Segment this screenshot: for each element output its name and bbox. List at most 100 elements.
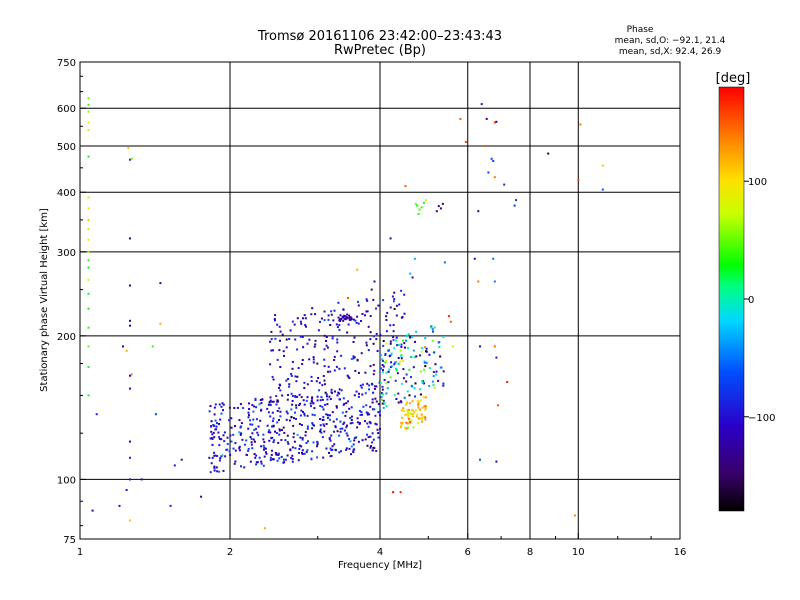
data-point: [442, 382, 445, 385]
data-point: [398, 303, 401, 306]
data-point: [407, 410, 410, 413]
data-point: [424, 409, 427, 411]
data-point: [364, 438, 367, 441]
data-point: [402, 377, 405, 380]
data-point: [333, 309, 336, 312]
data-point: [405, 380, 408, 383]
data-point: [278, 428, 281, 431]
data-point: [233, 407, 236, 409]
data-point: [267, 431, 270, 434]
data-point: [367, 349, 370, 352]
data-point: [397, 392, 400, 395]
data-point: [245, 454, 248, 456]
data-point: [270, 330, 273, 333]
data-point: [342, 403, 345, 406]
data-point: [439, 355, 442, 358]
data-point: [344, 315, 347, 318]
phase-stats-heading: Phase: [627, 25, 654, 35]
data-point: [294, 395, 297, 398]
data-point: [399, 491, 402, 494]
data-point: [417, 213, 420, 215]
data-point: [272, 349, 274, 352]
data-point: [336, 338, 339, 341]
data-point: [513, 204, 516, 207]
data-point: [248, 402, 250, 405]
data-point: [422, 201, 425, 204]
data-points: [87, 97, 604, 530]
data-point: [277, 452, 280, 455]
data-point: [312, 356, 315, 359]
data-point: [324, 383, 326, 386]
data-point: [238, 449, 241, 452]
data-point: [331, 335, 334, 338]
data-point: [352, 451, 355, 453]
data-point: [316, 395, 319, 398]
data-point: [213, 469, 216, 472]
data-point: [290, 416, 293, 419]
data-point: [214, 403, 217, 406]
data-point: [367, 325, 370, 328]
data-point: [300, 396, 303, 399]
data-point: [224, 455, 227, 458]
data-point: [211, 433, 214, 436]
data-point: [348, 377, 351, 379]
data-point: [396, 372, 399, 375]
data-point: [422, 380, 425, 383]
data-point: [258, 403, 261, 406]
data-point: [415, 355, 418, 358]
data-point: [379, 414, 381, 417]
data-point: [222, 434, 225, 437]
data-point: [323, 365, 326, 368]
data-point: [321, 419, 324, 421]
data-point: [298, 452, 300, 454]
data-point: [274, 451, 277, 454]
data-point: [295, 406, 298, 409]
data-point: [477, 280, 480, 283]
data-point: [377, 432, 380, 435]
data-point: [402, 339, 405, 342]
x-axis-ticks: 1 2 4 6 8 10 16: [77, 533, 686, 558]
data-point: [382, 406, 385, 409]
x-tick-label: 2: [227, 547, 233, 558]
data-point: [218, 459, 221, 462]
data-point: [312, 441, 315, 444]
data-point: [249, 460, 252, 463]
data-point: [228, 450, 231, 453]
data-point: [388, 368, 391, 371]
data-point: [424, 337, 427, 340]
data-point: [254, 399, 257, 401]
data-point: [209, 405, 212, 407]
data-point: [306, 383, 309, 386]
data-point: [278, 349, 281, 352]
data-point: [289, 329, 292, 332]
data-point: [412, 349, 415, 352]
data-point: [302, 346, 305, 349]
data-point: [329, 398, 332, 400]
data-point: [169, 504, 172, 507]
data-point: [331, 337, 334, 340]
data-point: [337, 391, 340, 394]
data-point: [285, 418, 288, 421]
data-point: [422, 415, 425, 418]
data-point: [180, 458, 183, 461]
data-point: [325, 413, 328, 416]
data-point: [320, 431, 323, 434]
data-point: [226, 436, 229, 439]
data-point: [316, 445, 318, 448]
data-point: [337, 301, 340, 304]
data-point: [257, 434, 260, 437]
data-point: [296, 317, 299, 320]
data-point: [451, 345, 454, 348]
data-point: [405, 427, 408, 430]
data-point: [430, 326, 433, 329]
data-point: [406, 401, 408, 404]
data-point: [228, 419, 231, 422]
data-point: [389, 342, 392, 345]
data-point: [328, 451, 330, 454]
data-point: [351, 421, 354, 424]
data-point: [350, 406, 353, 409]
data-point: [325, 393, 328, 396]
data-point: [350, 445, 353, 448]
data-point: [391, 295, 394, 298]
data-point: [272, 400, 275, 403]
